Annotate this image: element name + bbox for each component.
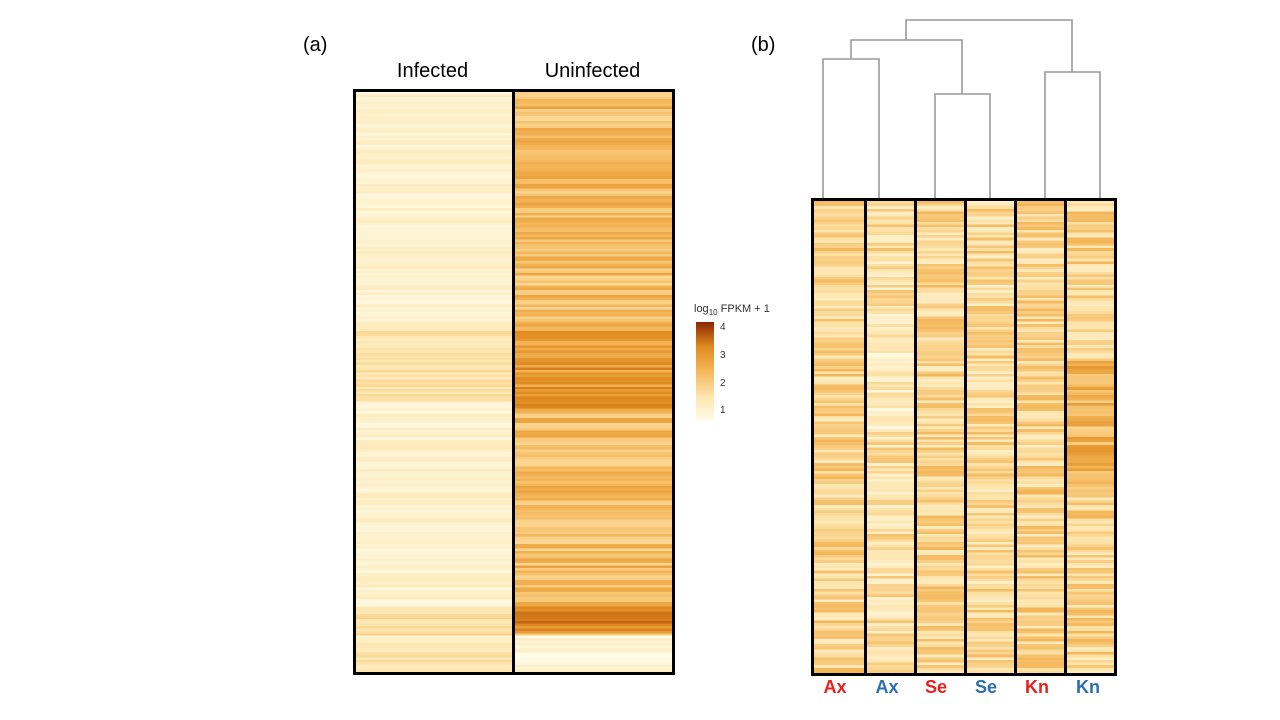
sample-label-ax-blue: Ax xyxy=(875,677,899,697)
sample-label-kn-blue: Kn xyxy=(1076,677,1100,697)
dendrogram-branch-ax-se xyxy=(850,39,963,94)
heatmap-column-ax-1 xyxy=(814,201,864,673)
dendrogram-branch-ax xyxy=(822,58,880,198)
heatmap-column-kn-1 xyxy=(1014,201,1064,673)
sample-label-se-blue: Se xyxy=(974,677,998,697)
heatmap-column-ax-2 xyxy=(864,201,914,673)
heatmap-column-se-2 xyxy=(964,201,1014,673)
sample-label-kn-red: Kn xyxy=(1025,677,1049,697)
legend-title-log: log xyxy=(694,303,709,315)
legend-tick-2: 2 xyxy=(720,378,726,389)
dendrogram-branch-root xyxy=(905,19,1073,72)
legend-title: log10 FPKM + 1 xyxy=(694,303,770,317)
legend-tick-4: 4 xyxy=(720,322,726,333)
sample-label-ax-red: Ax xyxy=(823,677,847,697)
heatmap-column-se-1 xyxy=(914,201,964,673)
legend-tick-1: 1 xyxy=(720,405,726,416)
heatmap-column-infected xyxy=(356,92,512,672)
column-label-uninfected: Uninfected xyxy=(544,60,641,82)
heatmap-column-kn-2 xyxy=(1064,201,1114,673)
heatmap-a xyxy=(353,89,675,675)
panel-b-label: (b) xyxy=(751,34,776,56)
legend-title-unit: FPKM + 1 xyxy=(717,303,770,315)
sample-label-se-red: Se xyxy=(924,677,948,697)
column-label-infected: Infected xyxy=(396,60,469,82)
legend-title-base: 10 xyxy=(708,308,718,318)
dendrogram-branch-kn xyxy=(1044,71,1101,198)
heatmap-column-uninfected xyxy=(512,92,672,672)
dendrogram-branch-se xyxy=(934,93,991,198)
heatmap-b xyxy=(811,198,1117,676)
column-dendrogram xyxy=(822,19,1101,198)
panel-a-label: (a) xyxy=(303,34,328,56)
legend-tick-3: 3 xyxy=(720,350,726,361)
legend-color-bar xyxy=(696,322,714,420)
